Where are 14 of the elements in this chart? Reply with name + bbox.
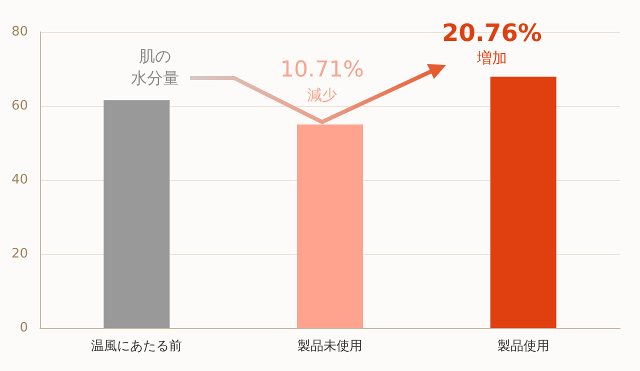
annotation: 肌の	[139, 46, 171, 66]
y-tick-label: 0	[20, 320, 28, 336]
y-tick-label: 40	[11, 172, 28, 188]
y-tick-label: 20	[11, 246, 28, 262]
annotation: 減少	[307, 86, 337, 104]
annotation: 20.76%	[442, 19, 542, 47]
x-tick-label: 温風にあたる前	[91, 339, 182, 354]
annotation: 10.71%	[280, 58, 364, 82]
y-tick-label: 60	[11, 98, 28, 114]
y-tick-label: 80	[11, 24, 28, 40]
annotation: 水分量	[131, 68, 179, 88]
x-tick-label: 製品使用	[497, 339, 550, 354]
x-tick-label: 製品未使用	[298, 339, 362, 354]
annotation: 増加	[476, 49, 507, 67]
